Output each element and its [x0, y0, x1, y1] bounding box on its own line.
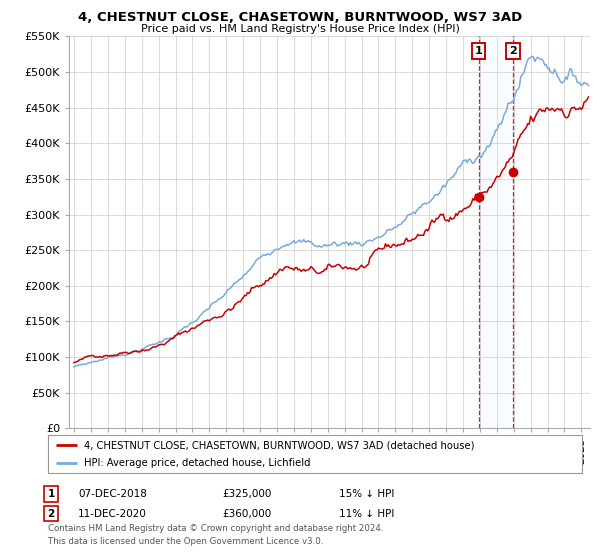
Text: £360,000: £360,000 — [222, 508, 271, 519]
Text: £325,000: £325,000 — [222, 489, 271, 499]
Text: 11-DEC-2020: 11-DEC-2020 — [78, 508, 147, 519]
Bar — [479, 36, 513, 428]
Text: Price paid vs. HM Land Registry's House Price Index (HPI): Price paid vs. HM Land Registry's House … — [140, 24, 460, 34]
Text: HPI: Average price, detached house, Lichfield: HPI: Average price, detached house, Lich… — [85, 458, 311, 468]
Text: 4, CHESTNUT CLOSE, CHASETOWN, BURNTWOOD, WS7 3AD: 4, CHESTNUT CLOSE, CHASETOWN, BURNTWOOD,… — [78, 11, 522, 24]
Text: 07-DEC-2018: 07-DEC-2018 — [78, 489, 147, 499]
Text: 11% ↓ HPI: 11% ↓ HPI — [339, 508, 394, 519]
Text: 4, CHESTNUT CLOSE, CHASETOWN, BURNTWOOD, WS7 3AD (detached house): 4, CHESTNUT CLOSE, CHASETOWN, BURNTWOOD,… — [85, 440, 475, 450]
Text: 1: 1 — [47, 489, 55, 499]
Text: 15% ↓ HPI: 15% ↓ HPI — [339, 489, 394, 499]
Text: 2: 2 — [509, 46, 517, 56]
Text: This data is licensed under the Open Government Licence v3.0.: This data is licensed under the Open Gov… — [48, 537, 323, 546]
Text: 2: 2 — [47, 508, 55, 519]
Text: 1: 1 — [475, 46, 482, 56]
Text: Contains HM Land Registry data © Crown copyright and database right 2024.: Contains HM Land Registry data © Crown c… — [48, 524, 383, 533]
